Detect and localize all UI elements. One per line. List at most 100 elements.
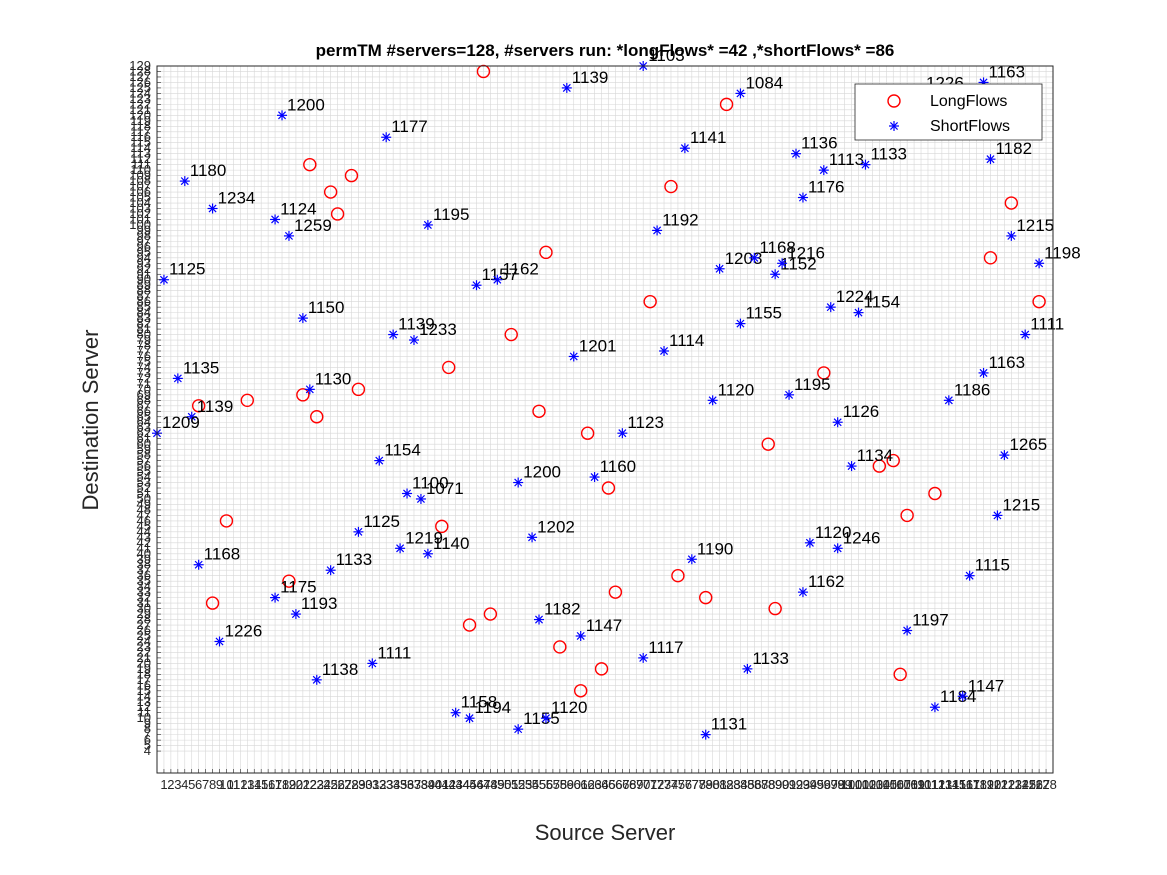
long-flow-point (435, 519, 449, 534)
short-flow-point (638, 652, 649, 663)
short-flow-label: 1120 (551, 698, 588, 717)
x-tick-label: 104 (869, 777, 891, 792)
short-flow-point (283, 230, 294, 241)
short-flow-point (929, 702, 940, 713)
x-tick-label: 99 (837, 777, 851, 792)
short-flow-label: 1219 (405, 528, 443, 547)
x-tick-label: 126 (1021, 777, 1043, 792)
x-tick-label: 76 (678, 777, 692, 792)
short-flow-label: 1265 (1009, 435, 1047, 454)
short-flow-point (957, 691, 968, 702)
x-tick-label: 5 (188, 777, 195, 792)
short-flow-point (902, 625, 913, 636)
x-tick-label: 8 (209, 777, 216, 792)
x-tick-label: 117 (959, 777, 980, 792)
short-flow-label: 1155 (745, 304, 782, 323)
y-tick-label: 84 (137, 305, 151, 320)
short-flow-point (978, 367, 989, 378)
x-tick-label: 103 (862, 777, 884, 792)
y-tick-label: 86 (137, 294, 151, 309)
short-flow-label: 1141 (690, 128, 727, 147)
short-flow-point (749, 252, 760, 263)
x-tick-label: 92 (789, 777, 803, 792)
short-flow-label: 1134 (857, 446, 894, 465)
x-tick-label: 2 (167, 777, 174, 792)
x-tick-label: 37 (407, 777, 421, 792)
short-flow-point (791, 148, 802, 159)
short-flow-label: 1150 (308, 298, 345, 317)
y-tick-label: 103 (129, 200, 151, 215)
x-tick-label: 51 (504, 777, 518, 792)
y-tick-label: 101 (129, 211, 151, 226)
y-tick-label: 75 (137, 354, 151, 369)
short-flow-point (832, 543, 843, 554)
x-tick-label: 127 (1028, 777, 1050, 792)
short-flow-point (679, 143, 690, 154)
long-flow-point (893, 667, 907, 682)
x-tick-label: 11 (227, 777, 241, 792)
x-tick-label: 122 (994, 777, 1016, 792)
short-flow-point (832, 417, 843, 428)
short-flow-label: 1175 (280, 578, 317, 597)
y-tick-label: 20 (137, 655, 151, 670)
x-tick-label: 109 (903, 777, 925, 792)
long-flow-point (594, 662, 609, 676)
short-flow-point (172, 373, 183, 384)
short-flow-point (353, 526, 364, 537)
x-tick-label: 25 (323, 777, 337, 792)
x-tick-label: 100 (841, 777, 863, 792)
x-tick-label: 57 (546, 777, 560, 792)
x-tick-label: 119 (973, 777, 994, 792)
y-tick-label: 28 (137, 612, 151, 627)
y-tick-label: 127 (129, 69, 151, 84)
y-tick-label: 56 (137, 458, 151, 473)
y-tick-label: 68 (137, 392, 151, 407)
y-tick-label: 42 (137, 535, 151, 550)
chart-title: permTM #servers=128, #servers run: *long… (316, 41, 895, 60)
y-tick-label: 5 (144, 738, 151, 753)
short-flow-label: 1177 (391, 117, 428, 136)
y-tick-label: 125 (129, 80, 151, 95)
x-tick-label: 67 (615, 777, 629, 792)
y-axis-label: Destination Server (78, 330, 103, 511)
y-tick-label: 23 (137, 639, 151, 654)
y-tick-label: 54 (137, 469, 151, 484)
x-tick-label: 88 (761, 777, 775, 792)
x-tick-label: 116 (952, 777, 973, 792)
legend-short-label: ShortFlows (930, 118, 1010, 135)
x-tick-label: 26 (330, 777, 344, 792)
y-tick-label: 121 (129, 102, 151, 117)
short-flow-label: 1200 (523, 463, 561, 482)
long-flow-point (476, 64, 491, 79)
short-flow-label: 1180 (190, 161, 227, 180)
short-flow-label: 1209 (162, 413, 200, 432)
y-tick-label: 13 (137, 694, 151, 709)
x-tick-label: 85 (740, 777, 754, 792)
short-flow-label: 1163 (989, 62, 1026, 81)
long-flow-point (219, 514, 234, 528)
y-tick-label: 98 (137, 228, 151, 243)
x-tick-label: 112 (925, 777, 946, 792)
x-tick-label: 84 (733, 777, 747, 792)
short-flow-point (325, 565, 336, 576)
y-tick-label: 38 (137, 557, 151, 572)
x-tick-label: 60 (567, 777, 581, 792)
x-tick-label: 105 (875, 777, 897, 792)
short-flow-label: 1198 (1044, 243, 1081, 262)
x-tick-label: 55 (532, 777, 546, 792)
y-tick-label: 118 (130, 118, 151, 133)
short-flow-point (381, 132, 392, 143)
short-flow-label: 1125 (169, 260, 206, 279)
x-tick-label: 17 (268, 777, 282, 792)
long-flow-point (886, 453, 900, 468)
short-flow-label: 1202 (537, 517, 575, 536)
y-tick-label: 80 (137, 327, 151, 342)
short-flow-label: 1140 (433, 534, 470, 553)
short-flow-point (860, 159, 871, 170)
y-tick-label: 6 (144, 732, 151, 747)
x-tick-label: 125 (1014, 777, 1036, 792)
y-tick-label: 100 (129, 217, 151, 232)
y-tick-label: 27 (137, 617, 151, 632)
y-tick-label: 29 (137, 606, 151, 621)
x-tick-label: 71 (643, 777, 657, 792)
